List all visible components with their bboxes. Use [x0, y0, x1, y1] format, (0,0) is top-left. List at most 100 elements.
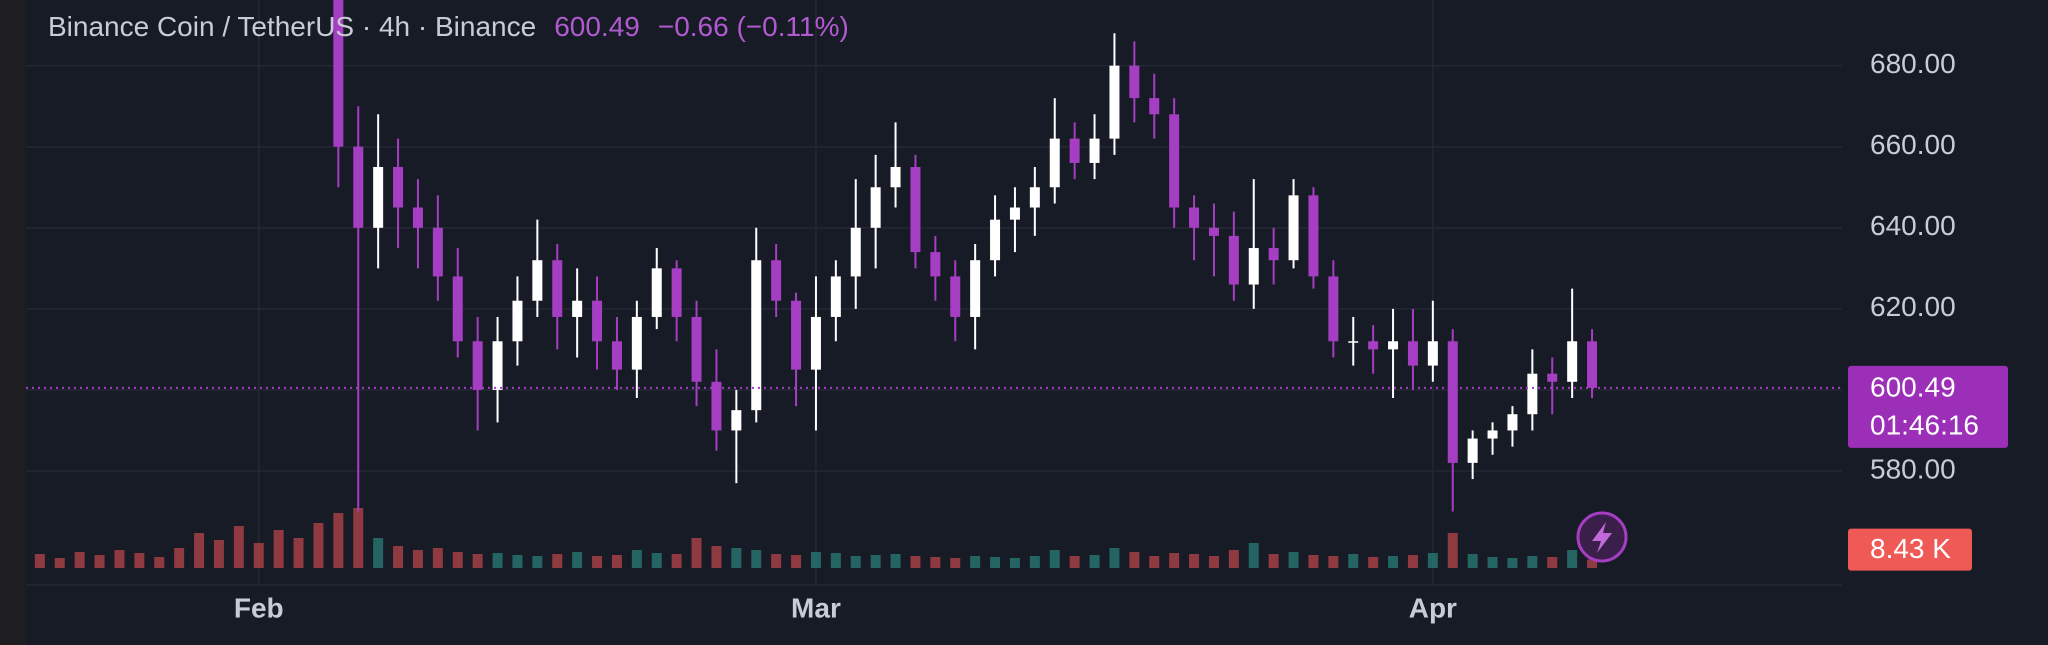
candle-body	[1467, 438, 1478, 463]
candle-body	[1587, 341, 1598, 388]
candle-body	[810, 316, 821, 370]
volume-bar	[1228, 550, 1239, 568]
volume-bar	[771, 554, 782, 568]
volume-bar	[393, 546, 404, 568]
volume-bar	[1149, 556, 1160, 568]
candle-body	[1487, 430, 1498, 439]
candle-body	[492, 341, 503, 390]
volume-bar	[34, 554, 45, 568]
y-tick-label: 660.00	[1870, 129, 1956, 160]
header-change: −0.66 (−0.11%)	[658, 11, 849, 42]
candle-body	[711, 381, 722, 431]
volume-bar	[1049, 550, 1060, 568]
volume-bar	[572, 552, 583, 568]
volume-bar	[1547, 557, 1558, 568]
volume-bar	[373, 538, 384, 568]
candle-body	[452, 276, 463, 342]
price-tag-countdown: 01:46:16	[1870, 409, 1979, 440]
candle-body	[512, 300, 523, 342]
flash-icon[interactable]	[1576, 511, 1628, 563]
candle-body	[651, 268, 662, 317]
candle-body	[870, 187, 881, 228]
candle-body	[1129, 65, 1140, 99]
header-price: 600.49	[554, 11, 640, 42]
volume-bar	[970, 556, 981, 568]
candle-body	[1268, 248, 1279, 261]
candle-layer	[333, 0, 1598, 512]
candle-body	[1427, 341, 1438, 366]
candle-body	[1388, 341, 1399, 350]
volume-bar	[1487, 557, 1498, 568]
candle-body	[850, 227, 861, 277]
volume-bar	[273, 530, 284, 568]
chart-header: Binance Coin / TetherUS · 4h · Binance 60…	[48, 11, 849, 42]
volume-bar	[174, 548, 185, 568]
volume-bar	[512, 555, 523, 568]
volume-bar	[990, 557, 1001, 568]
volume-bar	[950, 558, 961, 568]
candle-body	[432, 227, 443, 277]
volume-bar	[532, 556, 543, 568]
volume-bar	[74, 552, 85, 568]
volume-bar	[472, 554, 483, 568]
volume-bar	[1268, 554, 1279, 568]
price-tag-value: 600.49	[1870, 371, 1956, 402]
volume-bar	[114, 550, 125, 568]
y-tick-label: 640.00	[1870, 210, 1956, 241]
volume-bar	[1328, 556, 1339, 568]
candle-body	[1089, 138, 1100, 163]
volume-bar	[432, 548, 443, 568]
candle-body	[1169, 114, 1180, 208]
chart-title: Binance Coin / TetherUS · 4h · Binance	[48, 11, 536, 42]
candle-body	[1348, 341, 1359, 343]
x-tick-label: Feb	[234, 592, 284, 623]
candle-body	[1149, 98, 1160, 115]
candle-body	[373, 166, 384, 228]
candle-body	[1208, 227, 1219, 236]
volume-bar	[1447, 533, 1458, 568]
volume-bar	[711, 546, 722, 568]
volume-bar	[1089, 555, 1100, 568]
volume-bar	[791, 555, 802, 568]
volume-bar	[1129, 552, 1140, 568]
candle-body	[393, 166, 404, 208]
candle-body	[890, 166, 901, 188]
volume-bar	[1567, 550, 1578, 568]
candle-body	[631, 316, 642, 370]
volume-bar	[1368, 557, 1379, 568]
candle-body	[671, 268, 682, 317]
volume-bar	[412, 550, 423, 568]
volume-bar	[611, 555, 622, 568]
y-tick-label: 680.00	[1870, 48, 1956, 79]
volume-bar	[293, 538, 304, 568]
candle-body	[791, 300, 802, 370]
volume-bar	[592, 556, 603, 568]
volume-bar	[1109, 548, 1120, 568]
grid	[26, 0, 1842, 585]
volume-bar	[233, 526, 244, 568]
volume-bar	[1587, 559, 1598, 568]
candle-body	[1069, 138, 1080, 163]
volume-bar	[631, 550, 642, 568]
candle-body	[1547, 373, 1558, 382]
volume-bar	[1208, 556, 1219, 568]
candle-body	[1308, 195, 1319, 277]
volume-bar	[1527, 556, 1538, 568]
y-tick-label: 620.00	[1870, 291, 1956, 322]
volume-bar	[890, 554, 901, 568]
volume-bar	[1069, 556, 1080, 568]
flash-bolt[interactable]	[1592, 522, 1612, 553]
volume-bar	[194, 533, 205, 568]
volume-bar	[134, 553, 145, 568]
candle-body	[1368, 341, 1379, 350]
candle-body	[472, 341, 483, 390]
candle-body	[1288, 195, 1299, 261]
candle-body	[1407, 341, 1418, 366]
candle-body	[1507, 414, 1518, 431]
candle-body	[1049, 138, 1060, 188]
volume-bar	[313, 523, 324, 568]
volume-bar	[452, 552, 463, 568]
volume-bar	[1388, 556, 1399, 568]
candle-body	[1248, 248, 1259, 285]
y-tick-label: 580.00	[1870, 453, 1956, 484]
